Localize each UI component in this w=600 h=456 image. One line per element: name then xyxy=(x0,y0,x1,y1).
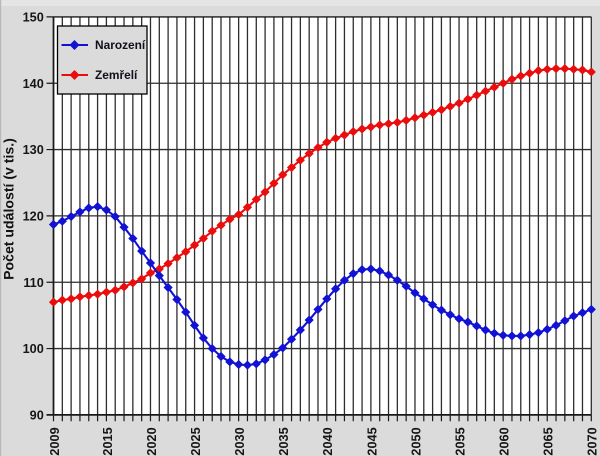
svg-text:110: 110 xyxy=(23,276,43,290)
svg-text:2045: 2045 xyxy=(365,427,379,455)
svg-text:2025: 2025 xyxy=(189,427,203,455)
svg-text:2030: 2030 xyxy=(233,427,247,455)
svg-text:2035: 2035 xyxy=(277,427,291,455)
svg-text:2009: 2009 xyxy=(48,427,62,455)
svg-text:Narození: Narození xyxy=(95,38,146,52)
svg-text:2050: 2050 xyxy=(409,427,423,455)
svg-text:150: 150 xyxy=(23,11,44,25)
svg-text:2055: 2055 xyxy=(454,427,468,455)
svg-text:130: 130 xyxy=(23,143,44,157)
svg-text:Zemřelí: Zemřelí xyxy=(95,68,138,82)
svg-text:120: 120 xyxy=(23,210,44,224)
svg-text:Počet událostí (v tis.): Počet událostí (v tis.) xyxy=(1,138,17,280)
svg-text:2060: 2060 xyxy=(498,427,512,455)
svg-text:2040: 2040 xyxy=(321,427,335,455)
svg-text:100: 100 xyxy=(23,342,44,356)
svg-text:2065: 2065 xyxy=(542,427,556,455)
svg-text:2015: 2015 xyxy=(101,427,115,455)
svg-text:140: 140 xyxy=(23,77,44,91)
svg-text:90: 90 xyxy=(30,409,44,423)
svg-text:2020: 2020 xyxy=(145,427,159,455)
svg-text:2070: 2070 xyxy=(586,427,600,455)
